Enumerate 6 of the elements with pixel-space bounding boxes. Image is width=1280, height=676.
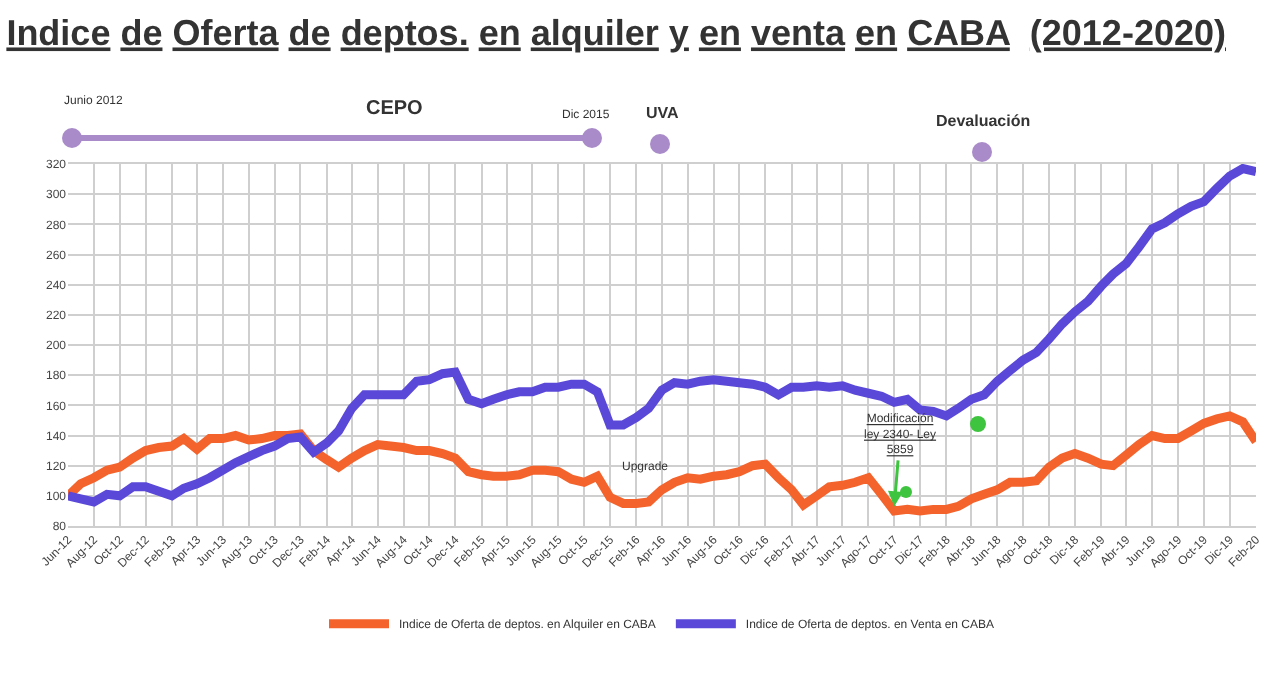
text: Devaluación — [936, 112, 1031, 130]
text: UVA — [646, 104, 680, 122]
line-series — [68, 164, 1256, 507]
line-series — [68, 411, 1256, 516]
text: CEPO — [366, 98, 424, 120]
chart-title: Indice de Oferta de deptos. en alquiler y en venta en CABA (2012-2020) — [6, 13, 1226, 54]
